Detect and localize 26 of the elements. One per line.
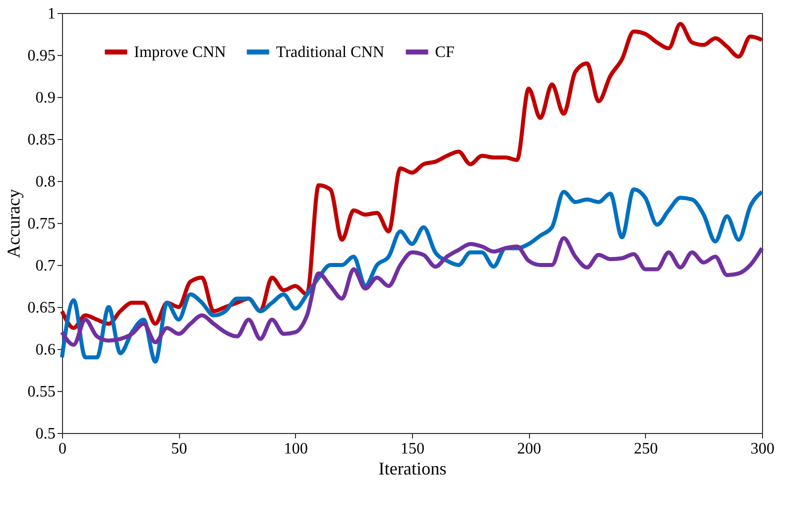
y-tick-label: 0.9 xyxy=(36,90,56,106)
x-tick-label: 100 xyxy=(284,440,308,458)
y-tick-label: 1 xyxy=(48,6,56,22)
y-tick-label: 0.8 xyxy=(36,174,56,190)
x-tick-label: 250 xyxy=(634,440,658,458)
x-tick-label: 50 xyxy=(171,440,188,458)
y-tick-label: 0.5 xyxy=(36,426,56,442)
x-axis-title: Iterations xyxy=(378,458,446,478)
line-series xyxy=(60,236,764,347)
y-tick-label: 0.6 xyxy=(36,342,56,358)
x-tick-label: 200 xyxy=(517,440,542,458)
y-tick-label: 0.65 xyxy=(28,300,56,316)
line-series xyxy=(60,187,764,364)
legend-label: Improve CNN xyxy=(134,44,226,61)
x-tick-label: 0 xyxy=(58,440,66,458)
y-tick-label: 0.55 xyxy=(28,384,56,400)
y-tick-label: 0.75 xyxy=(28,216,56,232)
y-tick-label: 0.85 xyxy=(28,132,56,148)
line-series xyxy=(60,22,764,330)
x-tick-label: 300 xyxy=(750,440,774,458)
legend-label: CF xyxy=(435,44,455,61)
y-tick-label: 0.7 xyxy=(36,258,56,274)
y-axis-title: Accuracy xyxy=(4,189,24,258)
y-tick-label: 0.95 xyxy=(28,48,56,64)
legend-label: Traditional CNN xyxy=(276,44,385,61)
x-tick-label: 150 xyxy=(400,440,424,458)
